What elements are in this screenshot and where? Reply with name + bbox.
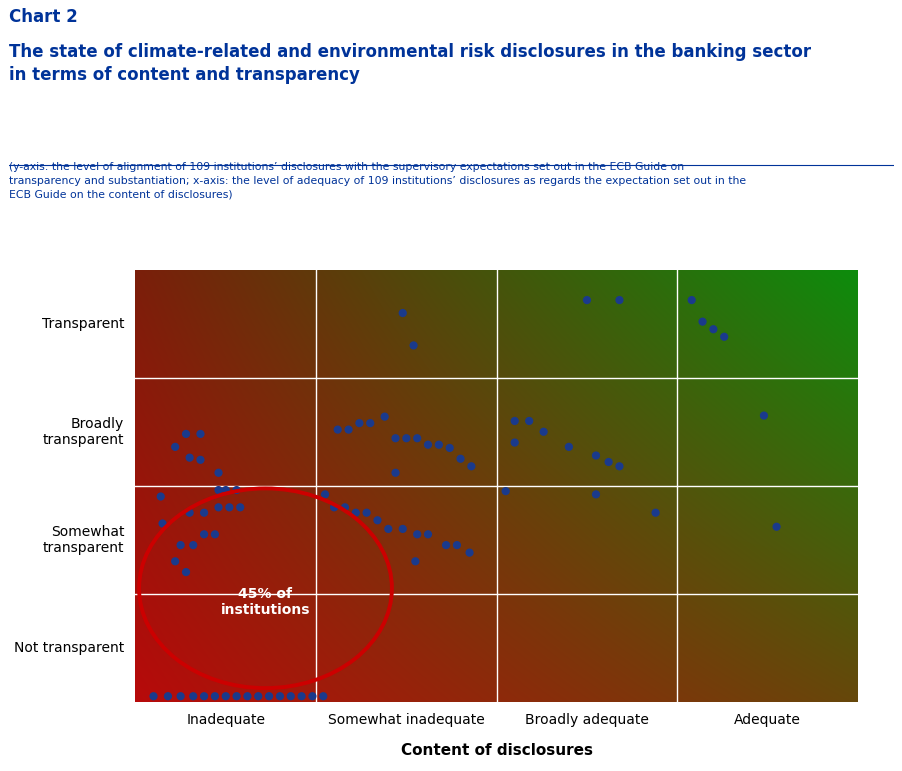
Point bbox=[251, 690, 265, 702]
Point bbox=[438, 539, 453, 551]
Point bbox=[193, 453, 207, 466]
Point bbox=[588, 488, 603, 500]
Point bbox=[330, 423, 345, 436]
Point bbox=[155, 517, 170, 530]
Point bbox=[420, 439, 435, 451]
Point bbox=[262, 690, 276, 702]
Point bbox=[193, 428, 207, 440]
Point bbox=[395, 307, 410, 319]
Point bbox=[377, 410, 391, 423]
Point bbox=[186, 690, 200, 702]
Text: The state of climate-related and environmental risk disclosures in the banking s: The state of climate-related and environ… bbox=[9, 43, 810, 83]
Point bbox=[218, 484, 233, 497]
Point bbox=[272, 690, 287, 702]
Point bbox=[363, 417, 377, 429]
Point bbox=[536, 426, 550, 438]
Point bbox=[769, 520, 783, 533]
Text: (y-axis: the level of alignment of 109 institutions’ disclosures with the superv: (y-axis: the level of alignment of 109 i… bbox=[9, 162, 745, 199]
Point bbox=[229, 484, 244, 497]
Point bbox=[168, 441, 182, 453]
Point bbox=[197, 690, 211, 702]
Point bbox=[395, 523, 410, 535]
Point bbox=[579, 294, 594, 306]
Point bbox=[218, 690, 233, 702]
Point bbox=[359, 507, 373, 519]
Point bbox=[684, 294, 698, 306]
Point bbox=[341, 423, 355, 436]
Point bbox=[561, 441, 575, 453]
Point bbox=[186, 539, 200, 551]
Point bbox=[207, 690, 222, 702]
Point bbox=[420, 528, 435, 540]
Point bbox=[612, 460, 626, 473]
Point bbox=[756, 409, 770, 422]
Text: 45% of
institutions: 45% of institutions bbox=[220, 588, 310, 618]
Point bbox=[498, 485, 512, 497]
Point bbox=[521, 415, 536, 427]
Point bbox=[182, 507, 197, 519]
Point bbox=[146, 690, 161, 702]
Point bbox=[431, 439, 446, 451]
Point bbox=[316, 690, 330, 702]
Point bbox=[388, 432, 402, 444]
Point bbox=[222, 501, 236, 513]
Point bbox=[601, 456, 615, 468]
Point bbox=[173, 539, 188, 551]
Point bbox=[453, 453, 467, 465]
X-axis label: Content of disclosures: Content of disclosures bbox=[400, 743, 592, 759]
Point bbox=[408, 555, 422, 567]
Point bbox=[161, 690, 175, 702]
Point bbox=[211, 484, 226, 497]
Point bbox=[179, 566, 193, 578]
Point bbox=[612, 294, 626, 306]
Point bbox=[449, 539, 464, 551]
Point bbox=[211, 466, 226, 479]
Point bbox=[337, 501, 352, 513]
Point bbox=[173, 690, 188, 702]
Point bbox=[211, 501, 226, 513]
Point bbox=[507, 436, 521, 449]
Point bbox=[464, 460, 478, 473]
Text: Chart 2: Chart 2 bbox=[9, 8, 78, 25]
Point bbox=[381, 523, 395, 535]
Point bbox=[182, 452, 197, 464]
Point bbox=[588, 449, 603, 462]
Point bbox=[153, 490, 168, 503]
Point bbox=[168, 555, 182, 567]
Point bbox=[229, 690, 244, 702]
Point bbox=[406, 339, 420, 352]
Point bbox=[294, 690, 308, 702]
Point bbox=[716, 331, 731, 343]
Point bbox=[410, 528, 424, 540]
Point bbox=[648, 507, 662, 519]
Point bbox=[442, 442, 456, 454]
Point bbox=[240, 690, 254, 702]
Point bbox=[352, 417, 366, 429]
Point bbox=[348, 507, 363, 519]
Point bbox=[695, 315, 709, 328]
Point bbox=[462, 547, 476, 559]
Point bbox=[410, 432, 424, 444]
Point bbox=[327, 501, 341, 513]
Point bbox=[370, 514, 384, 527]
Point bbox=[305, 690, 319, 702]
Point bbox=[388, 466, 402, 479]
Point bbox=[507, 415, 521, 427]
Point bbox=[705, 323, 720, 335]
Point bbox=[197, 507, 211, 519]
Point bbox=[233, 501, 247, 513]
Point bbox=[179, 428, 193, 440]
Point bbox=[318, 488, 332, 500]
Point bbox=[399, 432, 413, 444]
Point bbox=[283, 690, 298, 702]
Point bbox=[197, 528, 211, 540]
Point bbox=[207, 528, 222, 540]
